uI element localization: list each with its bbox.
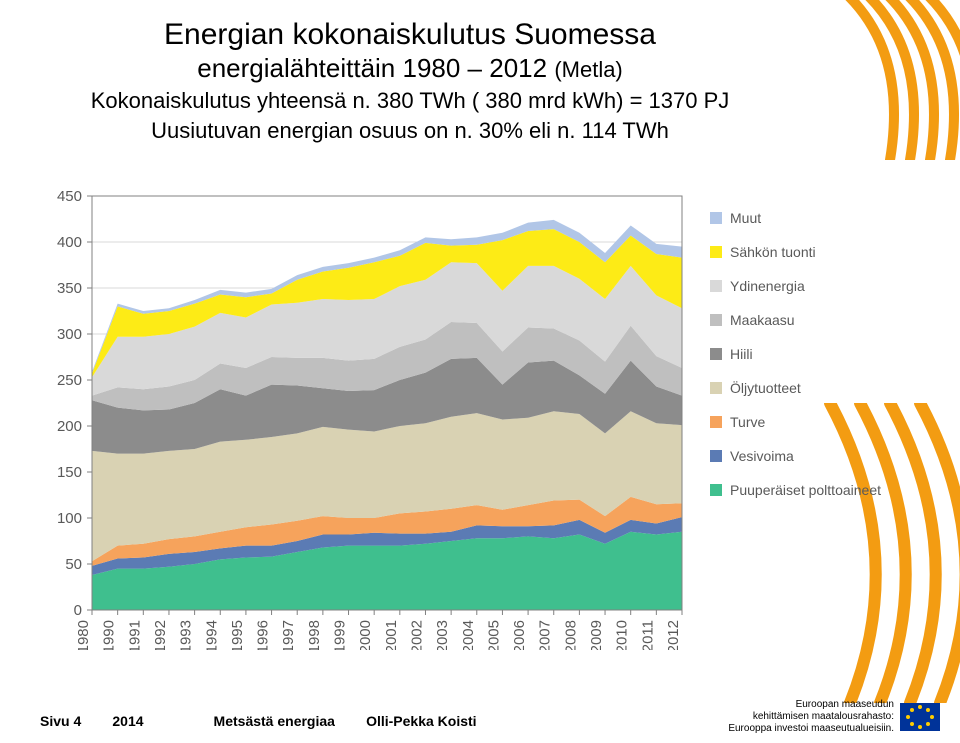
svg-text:2012: 2012 [665, 620, 682, 650]
svg-text:2003: 2003 [434, 620, 451, 650]
svg-text:1992: 1992 [152, 620, 169, 650]
svg-text:2004: 2004 [460, 620, 477, 650]
svg-text:2000: 2000 [357, 620, 374, 650]
svg-text:1998: 1998 [306, 620, 323, 650]
legend-item-ydin: Ydinenergia [710, 278, 881, 294]
svg-text:450: 450 [57, 190, 82, 205]
svg-text:100: 100 [57, 510, 82, 527]
svg-text:2001: 2001 [383, 620, 400, 650]
eu-line3: Eurooppa investoi maaseutualueisiin. [728, 723, 894, 735]
desc1: Kokonaiskulutus yhteensä n. 380 TWh ( 38… [40, 88, 780, 114]
legend-item-kaasu: Maakaasu [710, 312, 881, 328]
svg-text:2008: 2008 [562, 620, 579, 650]
legend-swatch [710, 382, 722, 394]
svg-text:250: 250 [57, 372, 82, 389]
legend-swatch [710, 246, 722, 258]
svg-text:1980: 1980 [75, 620, 92, 650]
footer-author: Olli-Pekka Koisti [366, 713, 476, 729]
svg-text:1991: 1991 [126, 620, 143, 650]
slide: Energian kokonaiskulutus Suomessa energi… [0, 0, 960, 743]
svg-text:350: 350 [57, 280, 82, 297]
legend-item-muut: Muut [710, 210, 881, 226]
legend-swatch [710, 484, 722, 496]
eu-flag-icon [900, 703, 940, 731]
legend-label: Vesivoima [730, 448, 794, 464]
svg-text:1995: 1995 [229, 620, 246, 650]
svg-text:2005: 2005 [485, 620, 502, 650]
svg-text:1990: 1990 [101, 620, 118, 650]
eu-line2: kehittämisen maatalousrahasto: [728, 711, 894, 723]
eu-line1: Euroopan maaseudun [728, 699, 894, 711]
legend-item-tuonti: Sähkön tuonti [710, 244, 881, 260]
svg-text:2009: 2009 [588, 620, 605, 650]
svg-text:1996: 1996 [255, 620, 272, 650]
svg-text:2010: 2010 [614, 620, 631, 650]
svg-text:1993: 1993 [178, 620, 195, 650]
legend-swatch [710, 450, 722, 462]
svg-text:400: 400 [57, 234, 82, 251]
legend-item-vesi: Vesivoima [710, 448, 881, 464]
svg-text:300: 300 [57, 326, 82, 343]
legend-item-oljy: Öljytuotteet [710, 380, 881, 396]
title-sub-b: (Metla) [554, 57, 622, 82]
svg-text:1999: 1999 [332, 620, 349, 650]
title-main: Energian kokonaiskulutus Suomessa [40, 18, 780, 53]
svg-text:2006: 2006 [511, 620, 528, 650]
legend-swatch [710, 280, 722, 292]
desc2: Uusiutuvan energian osuus on n. 30% eli … [40, 118, 780, 144]
title-sub: energialähteittäin 1980 – 2012 (Metla) [40, 53, 780, 84]
legend-item-hiili: Hiili [710, 346, 881, 362]
eu-text: Euroopan maaseudun kehittämisen maatalou… [728, 699, 894, 735]
eu-block: Euroopan maaseudun kehittämisen maatalou… [728, 699, 940, 735]
legend-label: Öljytuotteet [730, 380, 801, 396]
legend-label: Maakaasu [730, 312, 795, 328]
legend-label: Turve [730, 414, 765, 430]
legend-swatch [710, 314, 722, 326]
legend-label: Puuperäiset polttoaineet [730, 482, 881, 498]
legend-item-puu: Puuperäiset polttoaineet [710, 482, 881, 498]
footer-year: 2014 [112, 713, 143, 729]
footer-page: Sivu 4 [40, 713, 81, 729]
svg-text:200: 200 [57, 418, 82, 435]
svg-text:2002: 2002 [408, 620, 425, 650]
footer-title: Metsästä energiaa [214, 713, 335, 729]
svg-text:1994: 1994 [203, 620, 220, 650]
footer: Sivu 4 2014 Metsästä energiaa Olli-Pekka… [40, 713, 477, 729]
svg-text:2011: 2011 [639, 620, 656, 650]
deco-top-right [760, 0, 960, 160]
legend-label: Sähkön tuonti [730, 244, 816, 260]
title-block: Energian kokonaiskulutus Suomessa energi… [40, 18, 780, 144]
svg-text:150: 150 [57, 464, 82, 481]
chart-svg: 0 50 100 150 200 250 300 350 400 450 1980 1990 1991 1… [20, 190, 720, 650]
svg-text:0: 0 [74, 602, 82, 619]
legend: Muut Sähkön tuonti Ydinenergia Maakaasu Hiil… [710, 210, 881, 516]
legend-swatch [710, 212, 722, 224]
svg-text:50: 50 [65, 556, 82, 573]
svg-text:2007: 2007 [537, 620, 554, 650]
legend-item-turve: Turve [710, 414, 881, 430]
legend-swatch [710, 416, 722, 428]
svg-text:1997: 1997 [280, 620, 297, 650]
legend-swatch [710, 348, 722, 360]
legend-label: Ydinenergia [730, 278, 805, 294]
legend-label: Muut [730, 210, 761, 226]
legend-label: Hiili [730, 346, 753, 362]
title-sub-a: energialähteittäin 1980 – 2012 [197, 53, 554, 83]
